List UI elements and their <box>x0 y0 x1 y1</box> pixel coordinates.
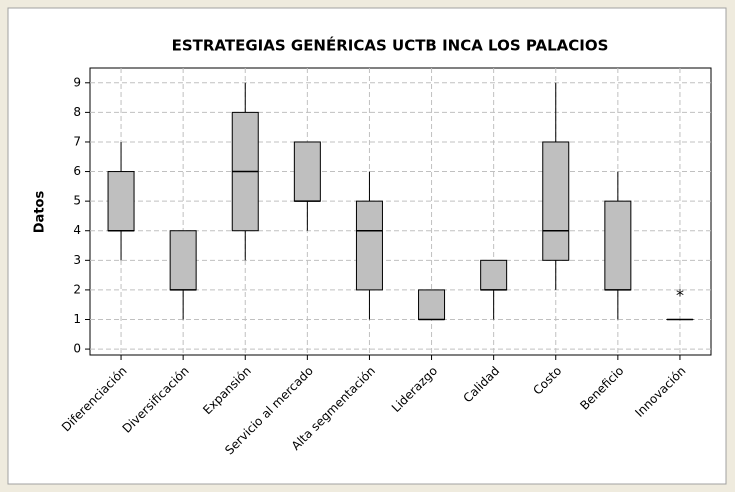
y-tick-label: 9 <box>73 75 81 89</box>
chart-title: ESTRATEGIAS GENÉRICAS UCTB INCA LOS PALA… <box>172 36 609 55</box>
box <box>294 142 320 201</box>
y-tick-label: 6 <box>73 164 81 178</box>
y-tick-label: 8 <box>73 105 81 119</box>
y-tick-label: 2 <box>73 282 81 296</box>
y-tick-label: 5 <box>73 194 81 208</box>
y-axis-label: Datos <box>33 191 48 234</box>
box <box>356 201 382 290</box>
y-tick-label: 4 <box>73 223 81 237</box>
box <box>170 231 196 290</box>
box <box>419 290 445 320</box>
y-tick-label: 0 <box>73 342 81 356</box>
box <box>108 172 134 231</box>
y-tick-label: 3 <box>73 253 81 267</box>
y-tick-label: 7 <box>73 134 81 148</box>
y-tick-label: 1 <box>73 312 81 326</box>
box <box>543 142 569 260</box>
box <box>481 260 507 290</box>
box <box>605 201 631 290</box>
outlier: * <box>676 285 684 304</box>
